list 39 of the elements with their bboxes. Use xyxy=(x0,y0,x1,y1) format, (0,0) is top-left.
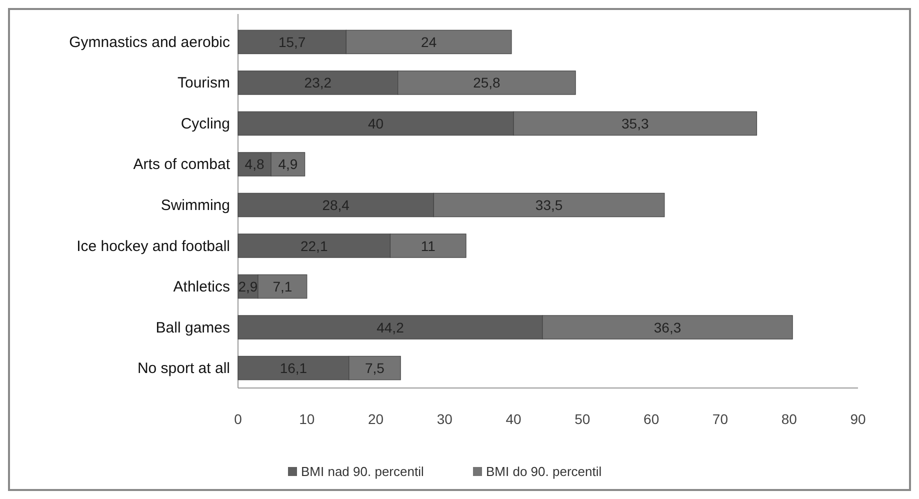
data-label: 16,1 xyxy=(280,360,308,376)
data-label: 15,7 xyxy=(278,34,306,50)
data-label: 40 xyxy=(368,115,384,132)
data-label: 33,5 xyxy=(535,197,563,213)
x-tick-label: 30 xyxy=(436,411,453,427)
x-tick-label: 50 xyxy=(574,411,590,427)
data-label: 4,8 xyxy=(244,156,264,172)
data-label: 25,8 xyxy=(473,74,501,91)
data-label: 35,3 xyxy=(622,115,649,132)
y-tick-label: Athletics xyxy=(173,278,230,296)
x-tick-label: 20 xyxy=(368,411,384,427)
data-label: 4,9 xyxy=(278,156,298,172)
y-tick-label: Swimming xyxy=(160,197,230,214)
y-tick-label: Gymnastics and aerobic xyxy=(69,34,230,51)
data-label: 22,1 xyxy=(300,238,328,254)
y-tick-label: Cycling xyxy=(180,115,230,132)
y-tick-label: Ice hockey and football xyxy=(76,238,230,255)
y-tick-label: Ball games xyxy=(156,319,230,336)
data-label: 7,1 xyxy=(272,278,292,295)
y-tick-label: Tourism xyxy=(177,74,230,92)
data-label: 11 xyxy=(420,238,436,254)
y-tick-label: Arts of combat xyxy=(133,156,231,174)
x-tick-label: 0 xyxy=(234,411,242,427)
x-tick-label: 70 xyxy=(712,411,728,427)
x-tick-label: 80 xyxy=(781,411,798,427)
data-label: 2,9 xyxy=(238,278,258,295)
x-tick-label: 60 xyxy=(644,411,660,427)
x-tick-label: 90 xyxy=(850,411,866,427)
data-label: 36,3 xyxy=(654,319,682,336)
legend-label: BMI do 90. percentil xyxy=(486,464,602,479)
x-tick-label: 40 xyxy=(506,411,522,427)
data-label: 28,4 xyxy=(322,197,350,213)
data-label: 23,2 xyxy=(304,74,332,91)
x-tick-label: 10 xyxy=(299,411,315,427)
data-label: 7,5 xyxy=(365,360,385,376)
y-tick-label: No sport at all xyxy=(137,360,230,378)
data-label: 24 xyxy=(421,34,437,50)
legend-label: BMI nad 90. percentil xyxy=(301,464,424,479)
data-label: 44,2 xyxy=(376,319,404,336)
